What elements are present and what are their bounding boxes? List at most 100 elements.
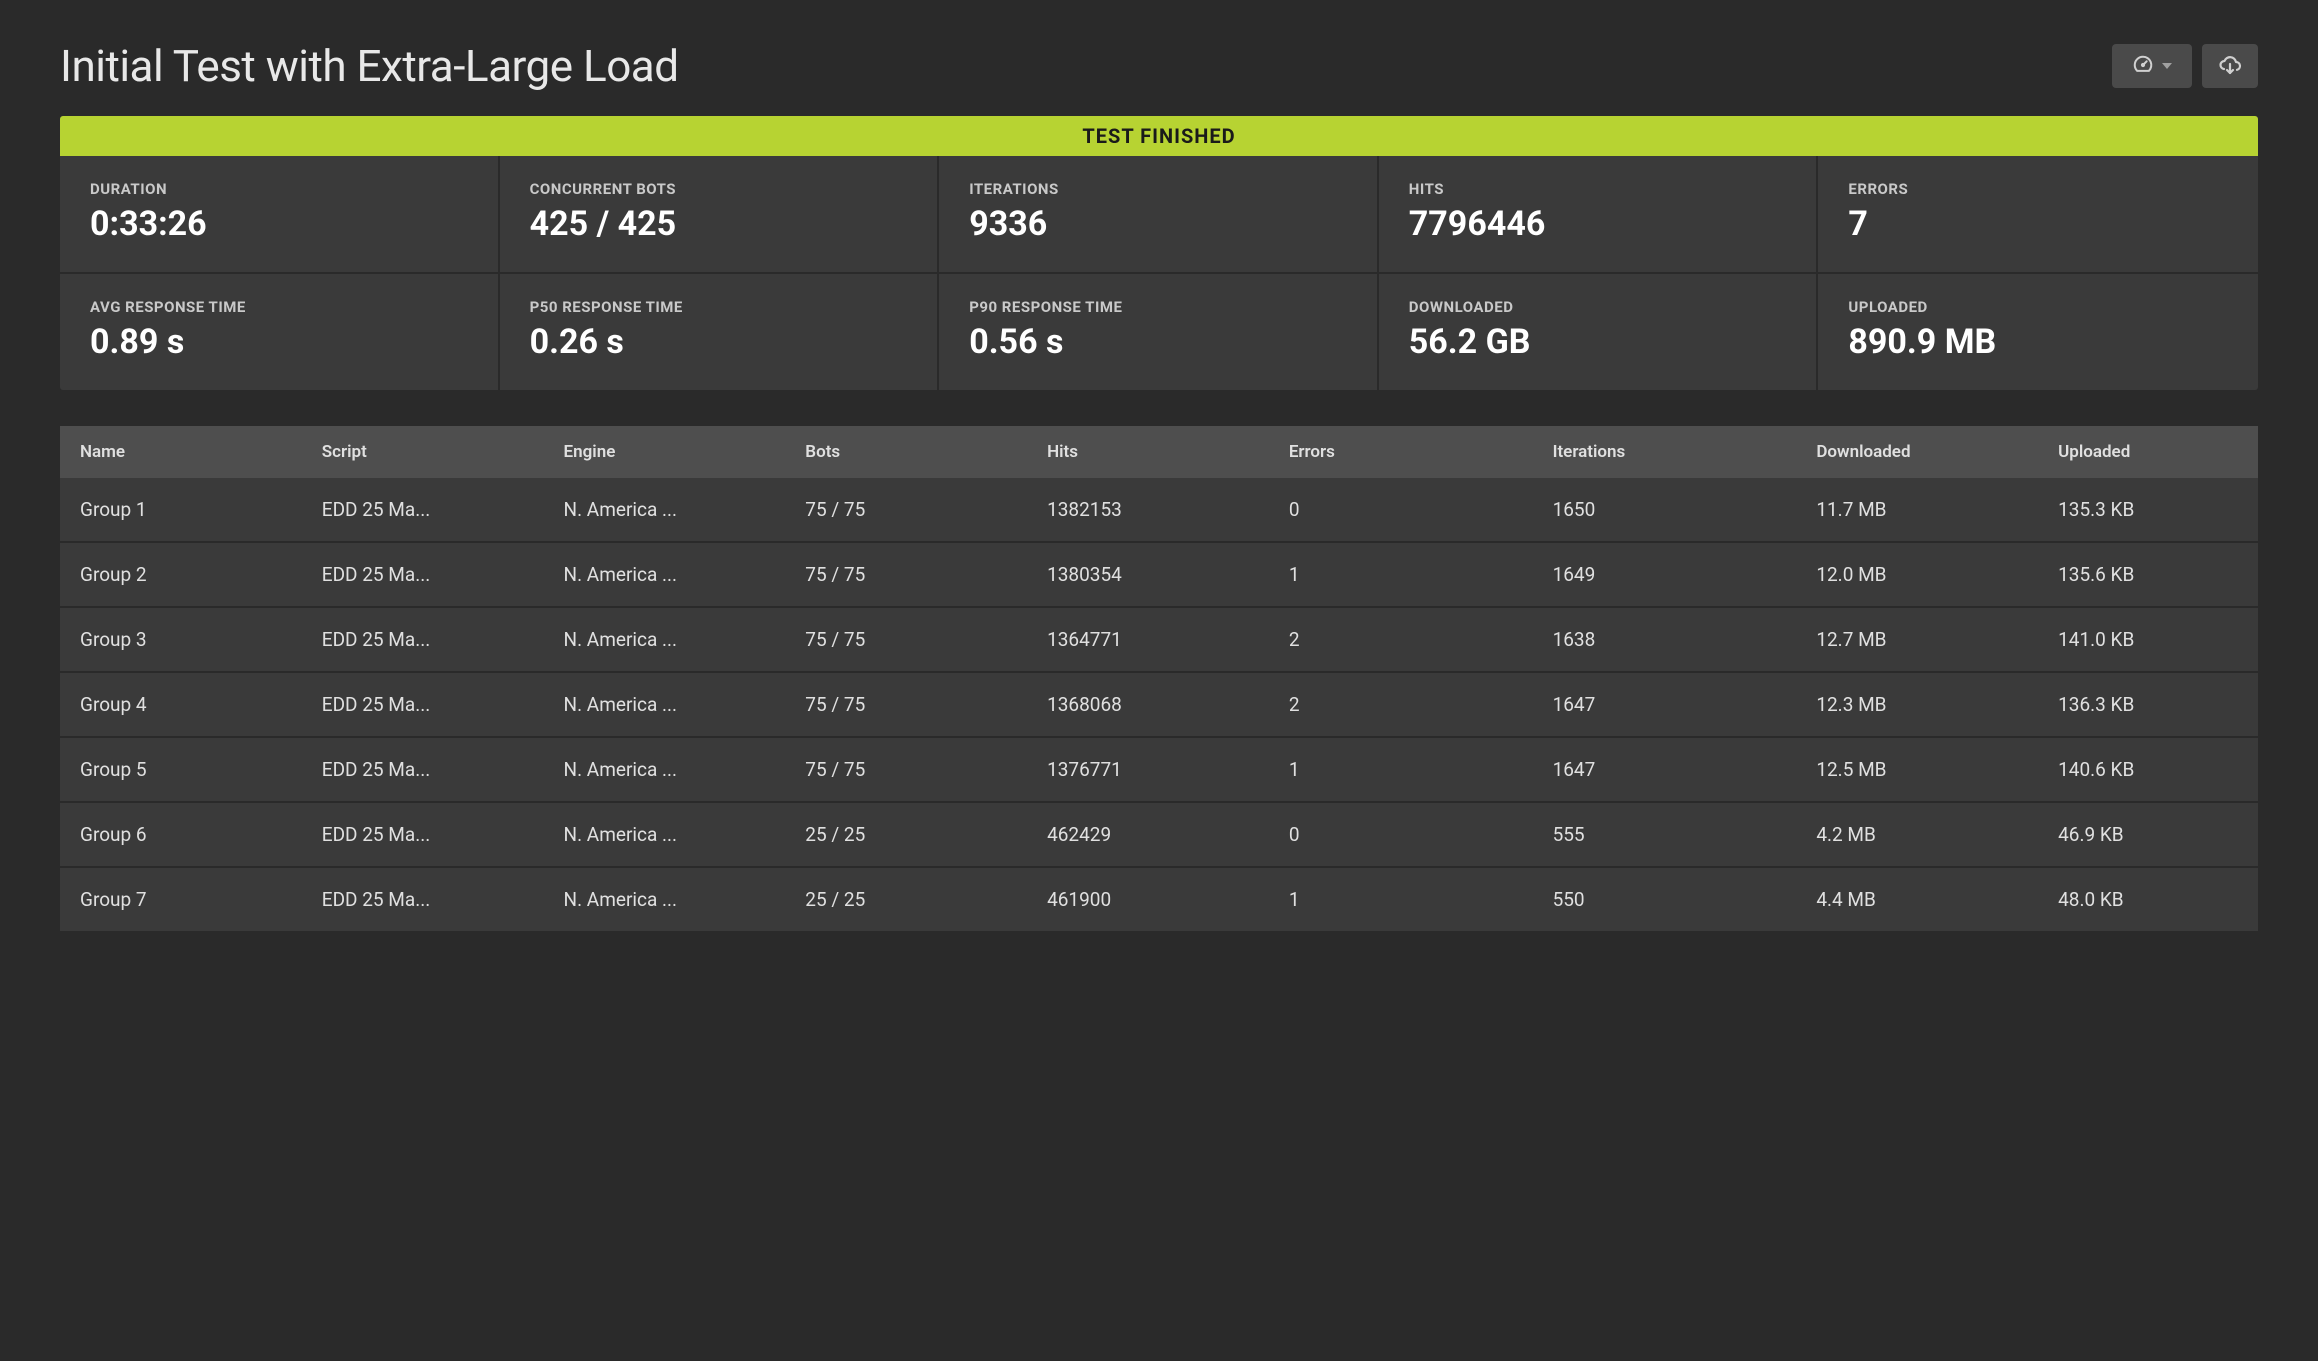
table-row[interactable]: Group 2EDD 25 Ma...N. America ...75 / 75…: [60, 542, 2258, 607]
table-row[interactable]: Group 1EDD 25 Ma...N. America ...75 / 75…: [60, 478, 2258, 542]
cell-bots: 75 / 75: [785, 542, 1027, 607]
cell-errors: 2: [1269, 672, 1533, 737]
cell-errors: 2: [1269, 607, 1533, 672]
cell-iterations: 555: [1533, 802, 1797, 867]
cell-uploaded: 135.6 KB: [2038, 542, 2258, 607]
col-header-errors[interactable]: Errors: [1269, 426, 1533, 478]
table-row[interactable]: Group 4EDD 25 Ma...N. America ...75 / 75…: [60, 672, 2258, 737]
cell-hits: 1380354: [1027, 542, 1269, 607]
metric-label: DOWNLOADED: [1409, 298, 1787, 316]
metric-label: AVG RESPONSE TIME: [90, 298, 468, 316]
cell-script: EDD 25 Ma...: [302, 607, 544, 672]
metric-downloaded: DOWNLOADED 56.2 GB: [1379, 274, 1819, 390]
cell-uploaded: 135.3 KB: [2038, 478, 2258, 542]
metric-avg-response: AVG RESPONSE TIME 0.89 s: [60, 274, 500, 390]
cell-name: Group 1: [60, 478, 302, 542]
metric-label: ITERATIONS: [969, 180, 1347, 198]
metric-value: 56.2 GB: [1409, 322, 1787, 362]
cell-name: Group 7: [60, 867, 302, 932]
cell-uploaded: 141.0 KB: [2038, 607, 2258, 672]
cell-iterations: 1647: [1533, 737, 1797, 802]
col-header-uploaded[interactable]: Uploaded: [2038, 426, 2258, 478]
cell-iterations: 1649: [1533, 542, 1797, 607]
cell-downloaded: 12.3 MB: [1796, 672, 2038, 737]
cell-hits: 1368068: [1027, 672, 1269, 737]
cell-engine: N. America ...: [544, 607, 786, 672]
cloud-download-button[interactable]: [2202, 44, 2258, 88]
metric-value: 0.56 s: [969, 322, 1347, 362]
cell-script: EDD 25 Ma...: [302, 542, 544, 607]
metric-label: UPLOADED: [1848, 298, 2228, 316]
cell-downloaded: 4.4 MB: [1796, 867, 2038, 932]
cell-errors: 1: [1269, 867, 1533, 932]
metric-value: 7: [1848, 204, 2228, 244]
cell-bots: 75 / 75: [785, 607, 1027, 672]
cell-iterations: 550: [1533, 867, 1797, 932]
cell-name: Group 5: [60, 737, 302, 802]
col-header-iterations[interactable]: Iterations: [1533, 426, 1797, 478]
cell-uploaded: 48.0 KB: [2038, 867, 2258, 932]
cell-errors: 1: [1269, 737, 1533, 802]
cell-errors: 0: [1269, 802, 1533, 867]
cell-bots: 75 / 75: [785, 737, 1027, 802]
metric-value: 425 / 425: [530, 204, 908, 244]
cell-script: EDD 25 Ma...: [302, 672, 544, 737]
metric-value: 7796446: [1409, 204, 1787, 244]
metric-label: CONCURRENT BOTS: [530, 180, 908, 198]
table-row[interactable]: Group 7EDD 25 Ma...N. America ...25 / 25…: [60, 867, 2258, 932]
table-row[interactable]: Group 3EDD 25 Ma...N. America ...75 / 75…: [60, 607, 2258, 672]
cell-script: EDD 25 Ma...: [302, 802, 544, 867]
metric-concurrent-bots: CONCURRENT BOTS 425 / 425: [500, 156, 940, 274]
cell-bots: 25 / 25: [785, 802, 1027, 867]
cell-downloaded: 11.7 MB: [1796, 478, 2038, 542]
cell-bots: 75 / 75: [785, 672, 1027, 737]
cell-hits: 1382153: [1027, 478, 1269, 542]
cell-downloaded: 12.7 MB: [1796, 607, 2038, 672]
cell-iterations: 1638: [1533, 607, 1797, 672]
metric-p90-response: P90 RESPONSE TIME 0.56 s: [939, 274, 1379, 390]
groups-table: Name Script Engine Bots Hits Errors Iter…: [60, 426, 2258, 933]
metric-value: 9336: [969, 204, 1347, 244]
page-title: Initial Test with Extra-Large Load: [60, 40, 679, 92]
chevron-down-icon: [2162, 63, 2172, 69]
cell-name: Group 2: [60, 542, 302, 607]
col-header-name[interactable]: Name: [60, 426, 302, 478]
cell-hits: 462429: [1027, 802, 1269, 867]
cell-script: EDD 25 Ma...: [302, 478, 544, 542]
cell-downloaded: 4.2 MB: [1796, 802, 2038, 867]
table-row[interactable]: Group 6EDD 25 Ma...N. America ...25 / 25…: [60, 802, 2258, 867]
col-header-downloaded[interactable]: Downloaded: [1796, 426, 2038, 478]
metric-iterations: ITERATIONS 9336: [939, 156, 1379, 274]
cell-hits: 1376771: [1027, 737, 1269, 802]
groups-table-container: Name Script Engine Bots Hits Errors Iter…: [60, 426, 2258, 933]
cell-name: Group 4: [60, 672, 302, 737]
metric-value: 0:33:26: [90, 204, 468, 244]
table-row[interactable]: Group 5EDD 25 Ma...N. America ...75 / 75…: [60, 737, 2258, 802]
cell-hits: 1364771: [1027, 607, 1269, 672]
cell-script: EDD 25 Ma...: [302, 867, 544, 932]
col-header-engine[interactable]: Engine: [544, 426, 786, 478]
cell-hits: 461900: [1027, 867, 1269, 932]
cell-iterations: 1650: [1533, 478, 1797, 542]
cell-uploaded: 140.6 KB: [2038, 737, 2258, 802]
metrics-grid: DURATION 0:33:26 CONCURRENT BOTS 425 / 4…: [60, 156, 2258, 390]
page-header: Initial Test with Extra-Large Load: [60, 40, 2258, 92]
col-header-script[interactable]: Script: [302, 426, 544, 478]
header-actions: [2112, 44, 2258, 88]
metric-p50-response: P50 RESPONSE TIME 0.26 s: [500, 274, 940, 390]
cell-bots: 25 / 25: [785, 867, 1027, 932]
metric-label: P50 RESPONSE TIME: [530, 298, 908, 316]
status-banner: TEST FINISHED: [60, 116, 2258, 156]
cell-script: EDD 25 Ma...: [302, 737, 544, 802]
cell-downloaded: 12.5 MB: [1796, 737, 2038, 802]
dashboard-dropdown-button[interactable]: [2112, 44, 2192, 88]
cell-name: Group 3: [60, 607, 302, 672]
metric-label: ERRORS: [1848, 180, 2228, 198]
metric-value: 890.9 MB: [1848, 322, 2228, 362]
col-header-bots[interactable]: Bots: [785, 426, 1027, 478]
cell-engine: N. America ...: [544, 802, 786, 867]
cell-iterations: 1647: [1533, 672, 1797, 737]
cloud-download-icon: [2218, 53, 2242, 80]
cell-engine: N. America ...: [544, 478, 786, 542]
col-header-hits[interactable]: Hits: [1027, 426, 1269, 478]
